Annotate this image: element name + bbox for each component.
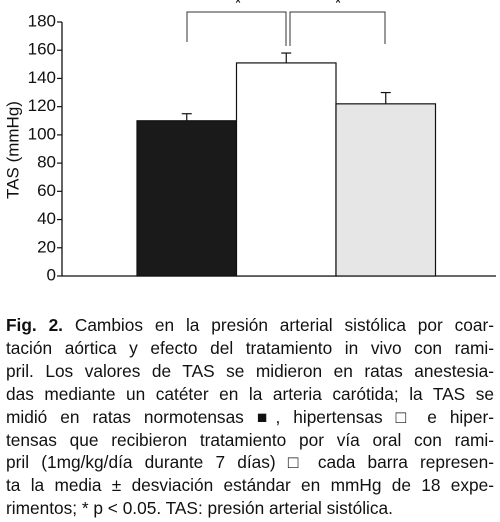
chart: TAS (mmHg) * * 0 20 40 60 80 100 120 140 160 180 xyxy=(3,0,496,284)
y-tick-label: 100 xyxy=(28,124,56,143)
caption-line: Fig. 2. Cambios en la presión arterial s… xyxy=(6,314,494,337)
caption-text: midió en ratas normotensas ■, hipertensa… xyxy=(6,406,494,427)
caption: Fig. 2. Cambios en la presión arterial s… xyxy=(6,314,494,520)
y-tick-label: 140 xyxy=(28,68,56,87)
caption-text: tación aórtica y efecto del tratamiento … xyxy=(6,337,494,358)
y-tick-label: 60 xyxy=(37,181,56,200)
caption-text: rimentos; * p < 0.05. TAS: presión arter… xyxy=(6,498,393,519)
y-axis-title: TAS (mmHg) xyxy=(3,101,22,199)
y-tick-label: 20 xyxy=(37,237,56,256)
y-tick-label: 120 xyxy=(28,96,56,115)
caption-label: Fig. 2. xyxy=(6,315,63,335)
bar xyxy=(235,62,337,277)
caption-line: pril (1mg/kg/día durante 7 días) □ cada … xyxy=(6,451,494,474)
caption-text: das mediante un catéter en la arteria ca… xyxy=(6,383,494,404)
bar xyxy=(136,120,238,277)
caption-text: tensas que recibieron tratamiento por ví… xyxy=(6,429,494,450)
annotation: * xyxy=(335,0,342,12)
caption-line: das mediante un catéter en la arteria ca… xyxy=(6,383,494,406)
caption-text: Cambios en la presión arterial sistólica… xyxy=(62,315,494,335)
caption-line: midió en ratas normotensas ■, hipertensa… xyxy=(6,406,494,429)
y-tick-label: 40 xyxy=(37,209,56,228)
bar xyxy=(335,103,437,277)
caption-text: pril. Los valores de TAS se midieron en … xyxy=(6,360,494,381)
significance-brackets xyxy=(186,11,386,46)
y-tick-label: 180 xyxy=(28,11,56,30)
y-tick-label: 80 xyxy=(37,153,56,172)
y-tick-label: 0 xyxy=(47,265,56,284)
caption-line: ta la media ± desviación estándar en mmH… xyxy=(6,474,494,497)
caption-line: rimentos; * p < 0.05. TAS: presión arter… xyxy=(6,497,494,520)
annotation: * xyxy=(235,0,242,12)
caption-line: pril. Los valores de TAS se midieron en … xyxy=(6,360,494,383)
y-tick-label: 160 xyxy=(28,40,56,59)
caption-line: tensas que recibieron tratamiento por ví… xyxy=(6,429,494,452)
caption-text: ta la media ± desviación estándar en mmH… xyxy=(6,475,494,496)
caption-text: pril (1mg/kg/día durante 7 días) □ cada … xyxy=(6,452,494,473)
caption-line: tación aórtica y efecto del tratamiento … xyxy=(6,337,494,360)
